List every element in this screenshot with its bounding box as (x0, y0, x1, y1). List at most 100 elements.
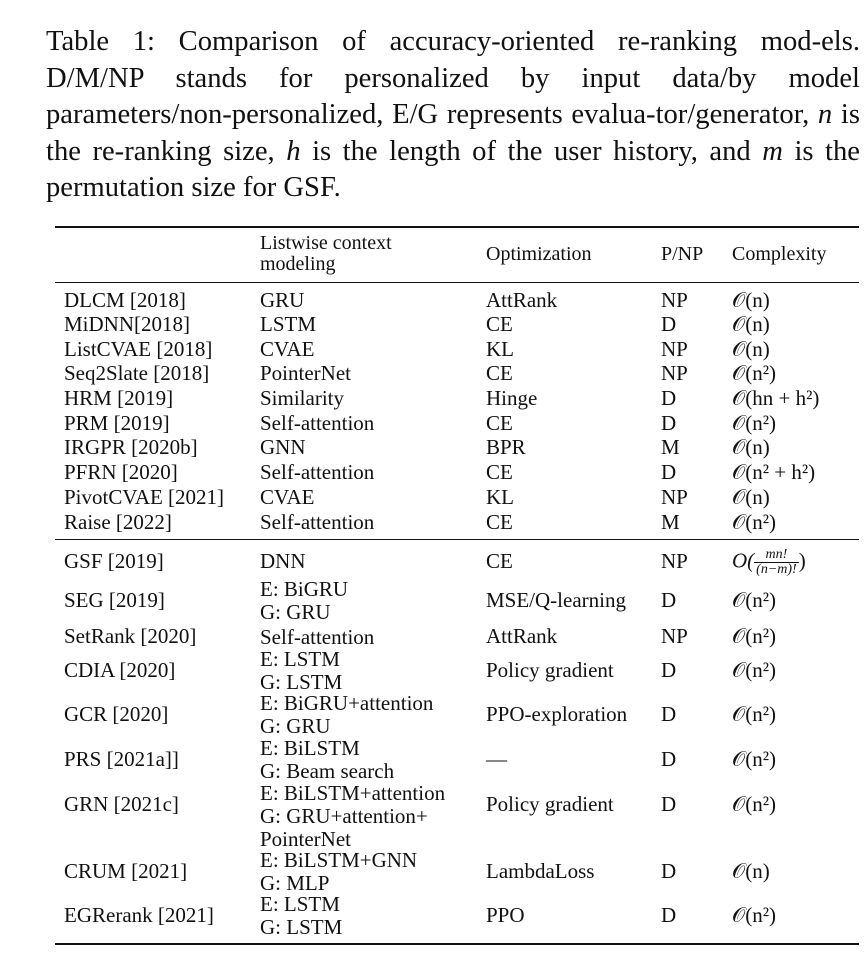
table-row-context: Self-attention (260, 412, 374, 435)
table-row-complexity: 𝒪(hn + h²) (732, 387, 819, 410)
table-row-context: LSTM (260, 313, 316, 336)
table-row-complexity: 𝒪(n²) (732, 362, 776, 385)
table-row-model: CRUM [2021] (64, 860, 187, 883)
header-rule (55, 282, 859, 283)
table-row-pnp: NP (661, 550, 688, 573)
table-row-pnp: NP (661, 362, 688, 385)
table-row-complexity: 𝒪(n²) (732, 659, 776, 682)
table-row-complexity: 𝒪(n²) (732, 511, 776, 534)
table-row-complexity: 𝒪(n² + h²) (732, 461, 815, 484)
table-row-complexity: 𝒪(n) (732, 436, 770, 459)
table-row-context: E: BiGRU+attention G: GRU (260, 692, 433, 738)
table-row-pnp: D (661, 412, 676, 435)
table-row-context: GNN (260, 436, 306, 459)
table-row-complexity: 𝒪(n²) (732, 703, 776, 726)
table-row-optimization: Policy gradient (486, 793, 614, 816)
table-row-context: E: LSTM G: LSTM (260, 893, 342, 939)
header-pnp: P/NP (661, 244, 703, 265)
table-row-complexity: 𝒪(n) (732, 486, 770, 509)
table-row-model: GSF [2019] (64, 550, 164, 573)
header-context: Listwise context modeling (260, 233, 392, 275)
table-row-pnp: NP (661, 625, 688, 648)
table-row-pnp: NP (661, 338, 688, 361)
complexity-fraction: mn! (n−m)! (754, 548, 799, 577)
table-row-optimization: KL (486, 486, 514, 509)
table-row-pnp: D (661, 793, 676, 816)
table-row-pnp: D (661, 387, 676, 410)
table-row-context: CVAE (260, 486, 314, 509)
table-row-optimization: AttRank (486, 289, 557, 312)
table-row-context: E: BiGRU G: GRU (260, 578, 348, 624)
table-row-pnp: D (661, 461, 676, 484)
table-row-optimization: PPO (486, 904, 525, 927)
table-row-model: Seq2Slate [2018] (64, 362, 209, 385)
table-row-optimization: CE (486, 362, 513, 385)
table-row-model: IRGPR [2020b] (64, 436, 198, 459)
table-row-context: PointerNet (260, 362, 351, 385)
table-row-model: PRS [2021a]] (64, 748, 179, 771)
table-row-model: SEG [2019] (64, 589, 165, 612)
table-row-optimization: Policy gradient (486, 659, 614, 682)
table-row-pnp: D (661, 748, 676, 771)
header-complexity: Complexity (732, 244, 826, 265)
table-row-complexity: 𝒪(n) (732, 289, 770, 312)
caption-label: Table 1: (46, 26, 155, 57)
table-row-optimization: LambdaLoss (486, 860, 594, 883)
table-row-optimization: CE (486, 313, 513, 336)
table-row-optimization: MSE/Q-learning (486, 589, 626, 612)
table-row-context: Similarity (260, 387, 344, 410)
table-top-rule (55, 226, 859, 228)
table-row-model: CDIA [2020] (64, 659, 175, 682)
table-row-pnp: D (661, 659, 676, 682)
table-row-context: E: BiLSTM+attention G: GRU+attention+ Poin… (260, 782, 445, 851)
table-row-model: EGRerank [2021] (64, 904, 214, 927)
table-row-pnp: D (661, 589, 676, 612)
table-row-pnp: D (661, 904, 676, 927)
table-row-pnp: NP (661, 289, 688, 312)
table-row-optimization: BPR (486, 436, 526, 459)
table-row-model: HRM [2019] (64, 387, 173, 410)
table-row-context: E: LSTM G: LSTM (260, 648, 342, 694)
table-row-model: SetRank [2020] (64, 625, 196, 648)
table-row-model: Raise [2022] (64, 511, 172, 534)
table-row-optimization: CE (486, 511, 513, 534)
table-row-context: DNN (260, 550, 306, 573)
table-row-model: GCR [2020] (64, 703, 168, 726)
table-bottom-rule (55, 943, 859, 945)
table-row-optimization: CE (486, 412, 513, 435)
table-row-context: Self-attention (260, 511, 374, 534)
table-row-complexity: 𝒪(n²) (732, 793, 776, 816)
table-row-context: E: BiLSTM G: Beam search (260, 737, 394, 783)
table-row-complexity: 𝒪(n²) (732, 412, 776, 435)
table-row-pnp: NP (661, 486, 688, 509)
table-row-pnp: M (661, 511, 680, 534)
table-row-context: CVAE (260, 338, 314, 361)
table-row-pnp: M (661, 436, 680, 459)
table-row-complexity: 𝒪(n²) (732, 904, 776, 927)
table-row-complexity: O(mn! (n−m)!) (732, 548, 806, 577)
table-row-optimization: Hinge (486, 387, 537, 410)
group-divider (55, 539, 859, 540)
table-row-optimization: — (486, 748, 507, 771)
table-row-context: E: BiLSTM+GNN G: MLP (260, 849, 417, 895)
table-row-optimization: AttRank (486, 625, 557, 648)
table-row-complexity: 𝒪(n) (732, 338, 770, 361)
table-row-pnp: D (661, 860, 676, 883)
table-row-model: ListCVAE [2018] (64, 338, 212, 361)
table-row-context: GRU (260, 289, 304, 312)
table-row-model: DLCM [2018] (64, 289, 186, 312)
table-caption: Table 1: Comparison of accuracy-oriented… (46, 24, 860, 207)
table-row-optimization: CE (486, 550, 513, 573)
table-row-optimization: CE (486, 461, 513, 484)
table-row-complexity: 𝒪(n²) (732, 625, 776, 648)
table-row-pnp: D (661, 703, 676, 726)
header-optimization: Optimization (486, 244, 592, 265)
table-row-model: MiDNN[2018] (64, 313, 190, 336)
table-row-pnp: D (661, 313, 676, 336)
table-row-complexity: 𝒪(n²) (732, 589, 776, 612)
table-row-model: PRM [2019] (64, 412, 170, 435)
table-row-complexity: 𝒪(n²) (732, 748, 776, 771)
table-row-complexity: 𝒪(n) (732, 860, 770, 883)
table-row-context: Self-attention (260, 461, 374, 484)
table-row-context: Self-attention (260, 626, 374, 649)
